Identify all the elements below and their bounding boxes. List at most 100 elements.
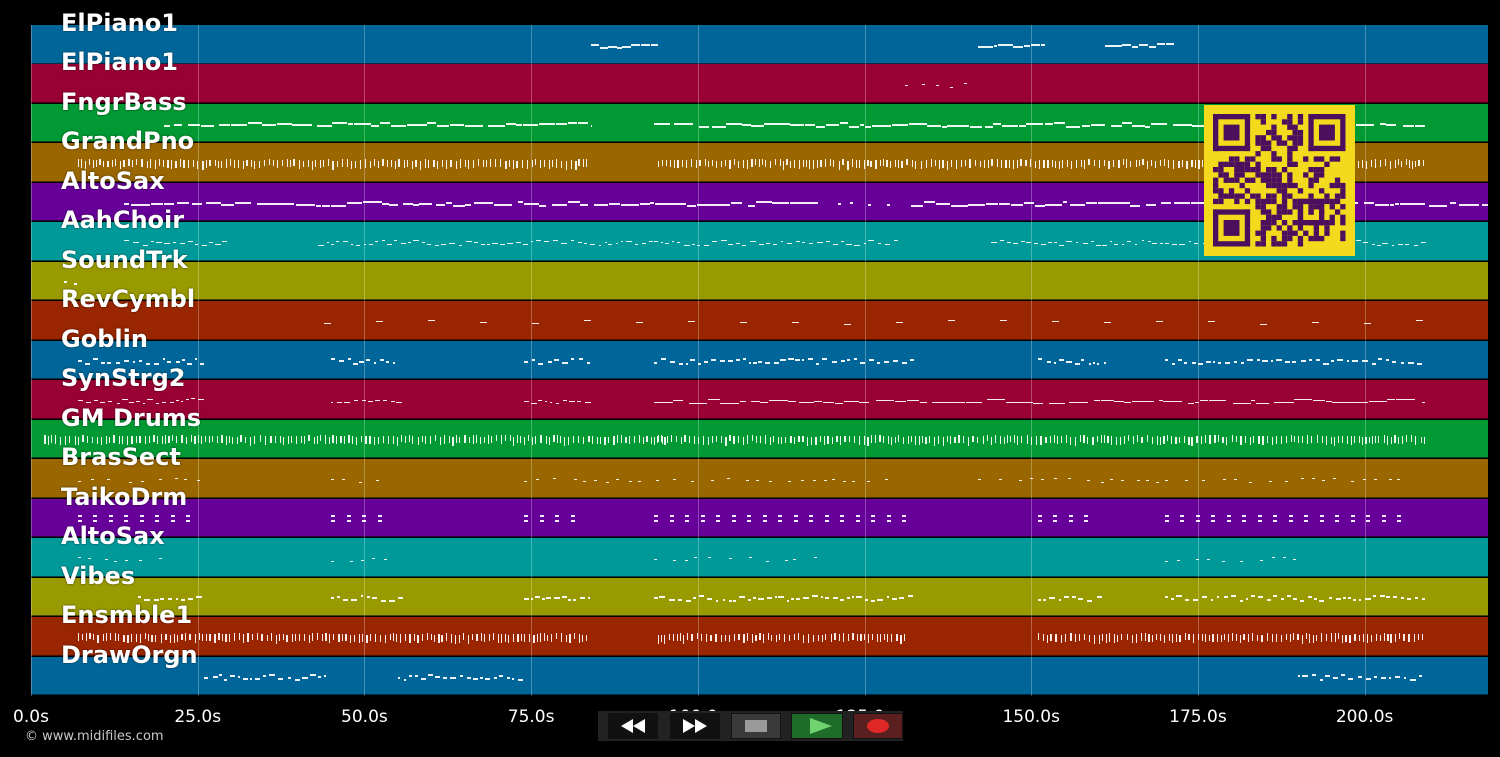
midi-note: [802, 359, 805, 361]
midi-note: [448, 436, 450, 444]
midi-note: [392, 362, 395, 364]
qr-module: [1260, 119, 1266, 125]
qr-module: [1281, 230, 1288, 236]
midi-note: [242, 678, 248, 680]
midi-note: [1131, 634, 1133, 643]
midi-note: [1372, 363, 1376, 365]
midi-note: [691, 480, 695, 483]
record-icon: [867, 719, 889, 733]
time-tick-label: 75.0s: [507, 707, 555, 727]
midi-note: [273, 159, 275, 166]
rewind-button[interactable]: [608, 713, 658, 739]
midi-note: [894, 239, 899, 242]
midi-note: [849, 202, 853, 204]
track-row[interactable]: [31, 25, 1488, 64]
midi-note: [181, 633, 183, 640]
track-row[interactable]: [31, 459, 1488, 498]
midi-note: [894, 400, 907, 403]
midi-note: [442, 677, 447, 679]
midi-note: [1341, 634, 1343, 643]
track-row[interactable]: [31, 538, 1488, 577]
midi-note: [883, 361, 889, 363]
qr-module: [1276, 241, 1282, 247]
midi-note: [935, 203, 951, 205]
track-row[interactable]: [31, 498, 1488, 538]
qr-module: [1287, 124, 1293, 130]
track-row[interactable]: [31, 577, 1488, 617]
midi-note: [113, 435, 115, 444]
midi-note: [536, 478, 540, 481]
midi-note: [1404, 243, 1410, 246]
midi-note: [332, 160, 334, 170]
midi-note: [802, 436, 804, 443]
play-button[interactable]: [791, 713, 843, 739]
fast-forward-button[interactable]: [670, 713, 720, 739]
midi-note: [236, 437, 238, 445]
qr-module: [1313, 225, 1319, 231]
midi-note: [1068, 515, 1073, 518]
midi-note: [220, 160, 223, 168]
midi-note: [1155, 481, 1159, 484]
midi-note: [1252, 436, 1255, 444]
midi-note: [660, 634, 663, 642]
grid-line: [197, 25, 199, 696]
midi-note: [1156, 320, 1164, 323]
grid-line: [531, 25, 533, 696]
track-row[interactable]: [31, 380, 1488, 419]
midi-note: [1345, 634, 1347, 642]
midi-note: [613, 436, 615, 446]
midi-note: [155, 402, 160, 405]
midi-note: [568, 599, 572, 601]
midi-note: [1033, 402, 1043, 405]
midi-note: [436, 204, 446, 206]
midi-note: [116, 402, 120, 405]
midi-note: [671, 203, 687, 205]
midi-note: [1280, 634, 1283, 642]
track-row[interactable]: [31, 340, 1488, 380]
midi-note: [1007, 241, 1011, 244]
midi-note: [1302, 436, 1304, 444]
midi-note: [1155, 633, 1157, 640]
qr-module: [1287, 161, 1293, 167]
midi-note: [195, 358, 198, 360]
qr-module: [1308, 114, 1346, 120]
midi-note: [369, 436, 371, 445]
midi-note: [384, 634, 386, 643]
midi-note: [1368, 437, 1371, 444]
midi-note: [1079, 435, 1081, 443]
midi-note: [1418, 633, 1420, 640]
record-button[interactable]: [853, 713, 903, 739]
midi-note: [925, 437, 927, 445]
midi-note: [902, 520, 907, 523]
qr-module: [1297, 198, 1304, 226]
qr-module: [1260, 204, 1266, 210]
midi-note: [815, 126, 825, 128]
stop-button[interactable]: [731, 713, 781, 739]
midi-note: [1389, 478, 1393, 481]
qr-module: [1260, 172, 1266, 178]
midi-note: [139, 436, 141, 444]
track-row[interactable]: [31, 301, 1488, 340]
midi-note: [531, 437, 533, 446]
midi-note: [371, 557, 375, 560]
midi-note: [733, 436, 735, 445]
midi-note: [1037, 520, 1042, 523]
midi-note: [393, 632, 395, 641]
midi-note: [1118, 159, 1120, 168]
midi-note: [1100, 399, 1114, 402]
midi-note: [51, 435, 53, 444]
qr-module: [1271, 198, 1277, 205]
midi-note: [782, 160, 784, 170]
track-row[interactable]: [31, 656, 1488, 696]
qr-module: [1260, 241, 1266, 247]
midi-note: [1222, 478, 1226, 481]
midi-note: [93, 399, 99, 402]
track-row[interactable]: [31, 261, 1488, 301]
midi-note: [154, 599, 159, 601]
midi-note: [107, 160, 109, 167]
midi-note: [654, 515, 659, 518]
midi-note: [374, 633, 377, 642]
midi-note: [1201, 479, 1205, 482]
track-row[interactable]: [31, 64, 1488, 103]
midi-note: [1309, 633, 1311, 643]
